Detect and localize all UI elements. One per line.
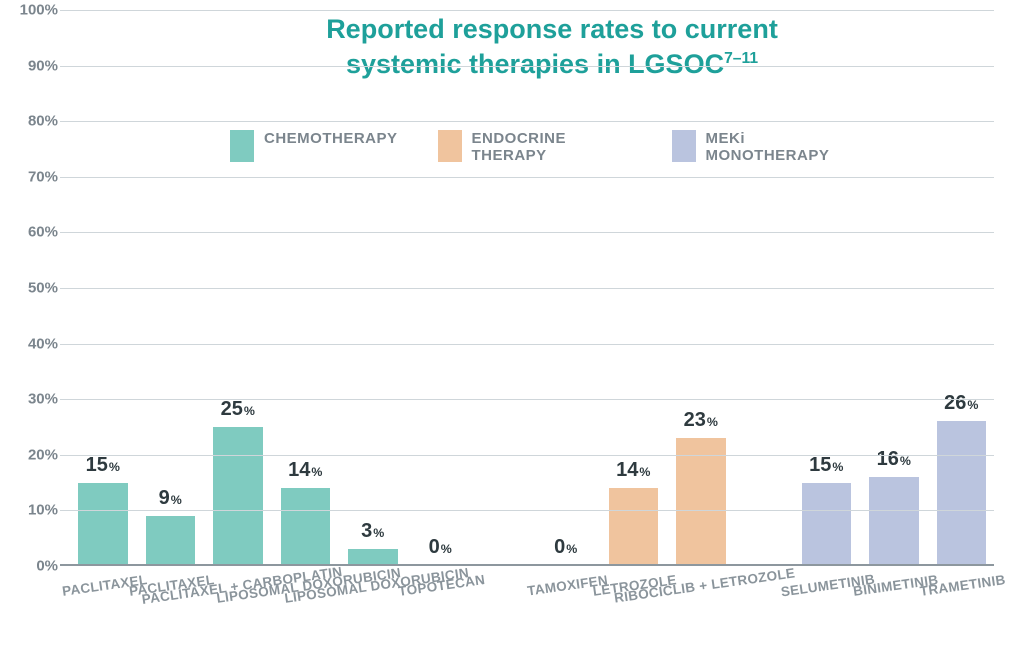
bar-value-label: 15% [86,454,120,477]
bar-value-label: 0% [429,536,452,559]
plot-area: 15%9%25%14%3%0%0%14%23%15%16%26% 0%10%20… [60,10,994,566]
gridline [60,66,994,67]
gridline [60,510,994,511]
bar-value-label: 16% [877,448,911,471]
y-tick-label: 80% [8,113,58,130]
x-label-slot: BINIMETINIB [869,574,919,656]
x-label-slot: SELUMETINIB [802,574,852,656]
gridline [60,455,994,456]
gridline [60,177,994,178]
y-tick-label: 20% [8,446,58,463]
x-label-slot: LIPOSOMAL DOXORUBICIN [348,574,398,656]
gridline [60,288,994,289]
gridline [60,399,994,400]
x-label-slot: PACLITAXEL [78,574,128,656]
bar-value-label: 23% [684,409,718,432]
group-gap [483,574,523,656]
gridline [60,121,994,122]
bar-value-label: 9% [159,487,182,510]
gridline [60,344,994,345]
bar-value-label: 25% [221,398,255,421]
y-tick-label: 100% [8,2,58,19]
bar-value-label: 0% [554,536,577,559]
bar [937,421,987,566]
bar-value-label: 14% [616,459,650,482]
bar [869,477,919,566]
y-tick-label: 40% [8,335,58,352]
x-axis-labels: PACLITAXELPACLITAXELPACLITAXEL + CARBOPL… [60,566,994,656]
response-rate-chart: Reported response rates to current syste… [0,0,1024,661]
y-tick-label: 70% [8,168,58,185]
bar [802,483,852,566]
x-label-slot: RIBOCICLIB + LETROZOLE [676,574,726,656]
bar [609,488,659,566]
bar-value-label: 26% [944,392,978,415]
bar [676,438,726,566]
y-tick-label: 30% [8,391,58,408]
y-tick-label: 60% [8,224,58,241]
x-label-slot: TAMOXIFEN [541,574,591,656]
bar [146,516,196,566]
bar-value-label: 14% [288,459,322,482]
bar [78,483,128,566]
bar-value-label: 15% [809,454,843,477]
x-label-slot: TRAMETINIB [937,574,987,656]
bar-value-label: 3% [361,520,384,543]
y-tick-label: 90% [8,57,58,74]
bar [213,427,263,566]
y-tick-label: 0% [8,558,58,575]
gridline [60,10,994,11]
x-label-slot: TOPOTECAN [416,574,466,656]
bar [281,488,331,566]
gridline [60,232,994,233]
y-tick-label: 50% [8,280,58,297]
x-label-row: PACLITAXELPACLITAXELPACLITAXEL + CARBOPL… [60,574,994,656]
y-tick-label: 10% [8,502,58,519]
